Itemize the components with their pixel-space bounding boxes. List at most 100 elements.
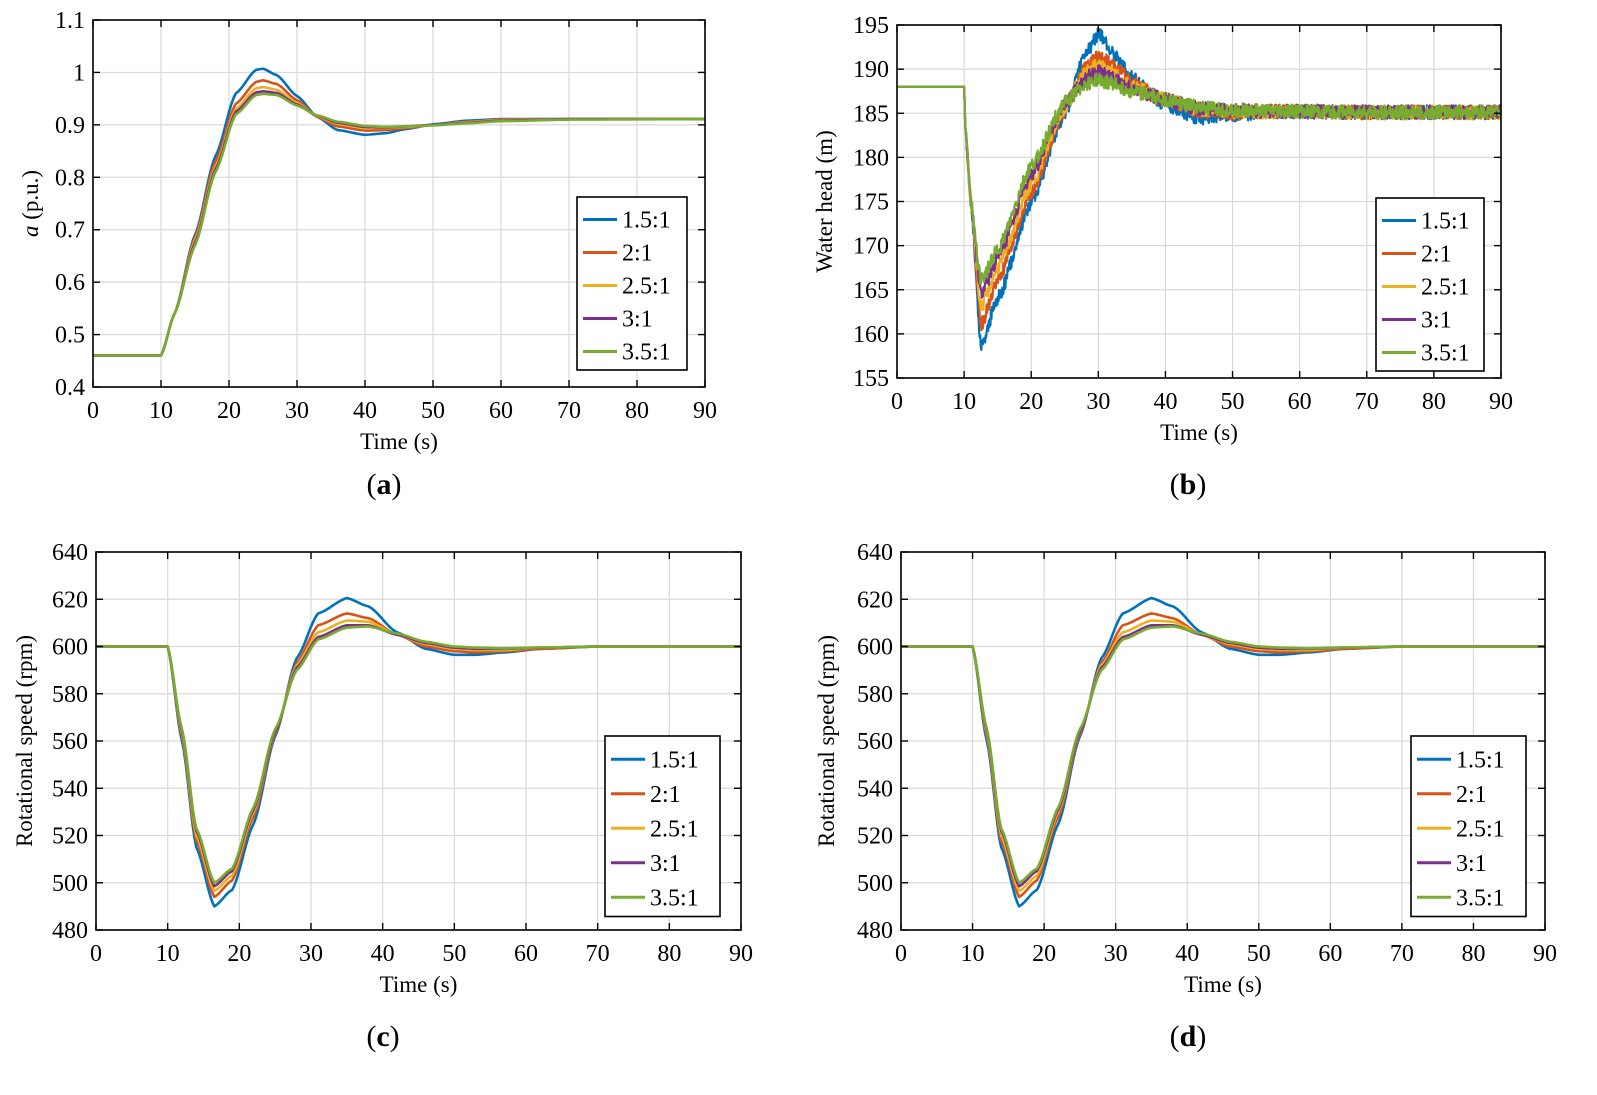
caption-a: (a) [366, 468, 402, 501]
axes-box [92, 19, 706, 388]
legend-label: 2:1 [650, 782, 681, 808]
x-tick-label: 0 [895, 941, 907, 967]
x-tick-label: 10 [952, 389, 976, 415]
x-tick-label: 0 [891, 389, 903, 415]
caption-b: (b) [1169, 468, 1207, 501]
x-tick-label: 70 [557, 398, 581, 424]
chart-panel-a: 0 10 20 30 40 50 60 70 80 90 0.4 0.5 0.6 0.7 0.8 0.9 1 1.… [0, 0, 780, 501]
legend: 1.5:1 2:1 2.5:1 3:1 3.5:1 [1410, 735, 1527, 918]
y-tick-label: 180 [853, 145, 889, 171]
chart-panel-d: 0 10 20 30 40 50 60 70 80 90 480 500 520 540 560 580 600… [800, 530, 1597, 1095]
y-tick-label: 600 [857, 635, 893, 661]
legend-label: 1.5:1 [1456, 747, 1505, 773]
x-tick-label: 40 [353, 398, 377, 424]
y-tick-label: 1.1 [55, 8, 85, 34]
series-group [96, 596, 741, 908]
x-tick-label: 70 [586, 941, 610, 967]
y-tick-label: 195 [853, 13, 889, 39]
series-line-3-5-1 [897, 72, 1501, 285]
x-tick-label: 20 [227, 941, 251, 967]
x-tick-label: 80 [657, 941, 681, 967]
y-axis-label: Water head (m) [812, 130, 837, 272]
x-tick-label: 40 [371, 941, 395, 967]
chart-c-svg: 0 10 20 30 40 50 60 70 80 90 480 500 520 540 560 580 600… [12, 540, 753, 997]
legend-label: 3.5:1 [622, 340, 671, 366]
series-line-3-5-1 [901, 625, 1545, 885]
x-tick-label: 60 [1288, 389, 1312, 415]
legend-label: 1.5:1 [622, 208, 671, 234]
x-tick-label: 60 [514, 941, 538, 967]
y-tick-label: 540 [52, 776, 88, 802]
x-axis-label: Time (s) [360, 429, 438, 454]
y-tick-label: 0.6 [55, 270, 85, 296]
chart-a-svg: 0 10 20 30 40 50 60 70 80 90 0.4 0.5 0.6 0.7 0.8 0.9 1 1.… [18, 8, 717, 454]
y-tick-label: 0.7 [55, 218, 85, 244]
x-tick-label: 30 [285, 398, 309, 424]
y-tick-label: 185 [853, 101, 889, 127]
x-tick-label: 20 [1019, 389, 1043, 415]
legend-box [1375, 197, 1485, 372]
y-tick-label: 500 [52, 871, 88, 897]
x-tick-label: 40 [1175, 941, 1199, 967]
y-tick-label: 560 [857, 729, 893, 755]
legend: 1.5:1 2:1 2.5:1 3:1 3.5:1 [576, 196, 688, 371]
x-tick-label: 70 [1390, 941, 1414, 967]
legend-label: 3:1 [650, 851, 681, 877]
x-tick-label: 80 [625, 398, 649, 424]
x-tick-label: 80 [1422, 389, 1446, 415]
y-tick-label: 500 [857, 871, 893, 897]
x-tick-label: 20 [1032, 941, 1056, 967]
legend-label: 3:1 [1456, 851, 1487, 877]
y-axis-label: Rotational speed (rpm) [12, 635, 37, 847]
x-tick-label: 10 [149, 398, 173, 424]
legend-label: 2:1 [622, 241, 653, 267]
legend-label: 2:1 [1421, 242, 1452, 268]
y-tick-label: 480 [52, 918, 88, 944]
y-tick-label: 560 [52, 729, 88, 755]
y-tick-label: 0.4 [55, 375, 85, 401]
x-tick-label: 20 [217, 398, 241, 424]
y-tick-label: 160 [853, 322, 889, 348]
caption-d: (d) [1169, 1020, 1207, 1053]
x-axis-label: Time (s) [1184, 972, 1262, 997]
series-line-3-5-1 [96, 625, 741, 885]
y-tick-label: 580 [857, 682, 893, 708]
y-tick-label: 155 [853, 366, 889, 392]
y-tick-label: 520 [857, 824, 893, 850]
legend-label: 3:1 [622, 307, 653, 333]
y-tick-label: 520 [52, 824, 88, 850]
y-tick-label: 620 [857, 587, 893, 613]
y-tick-label: 175 [853, 190, 889, 216]
chart-panel-c: 0 10 20 30 40 50 60 70 80 90 480 500 520 540 560 580 600… [0, 530, 790, 1095]
legend-label: 2:1 [1456, 782, 1487, 808]
legend-label: 3.5:1 [650, 885, 699, 911]
legend-label: 2.5:1 [650, 816, 699, 842]
x-tick-label: 50 [442, 941, 466, 967]
y-tick-label: 1 [73, 60, 85, 86]
legend-label: 2.5:1 [1421, 275, 1470, 301]
y-tick-label: 620 [52, 587, 88, 613]
x-tick-label: 10 [961, 941, 985, 967]
y-tick-label: 580 [52, 682, 88, 708]
x-tick-label: 60 [1318, 941, 1342, 967]
legend-label: 3:1 [1421, 308, 1452, 334]
legend-box [1410, 735, 1527, 918]
y-tick-label: 0.5 [55, 323, 85, 349]
series-group [897, 27, 1501, 351]
series-group [901, 596, 1545, 908]
x-tick-label: 50 [421, 398, 445, 424]
x-tick-label: 10 [156, 941, 180, 967]
legend: 1.5:1 2:1 2.5:1 3:1 3.5:1 [604, 735, 721, 918]
legend-label: 3.5:1 [1456, 885, 1505, 911]
x-tick-label: 0 [87, 398, 99, 424]
y-tick-label: 640 [857, 540, 893, 566]
legend-label: 2.5:1 [1456, 816, 1505, 842]
x-tick-label: 40 [1153, 389, 1177, 415]
x-tick-label: 90 [1533, 941, 1557, 967]
y-tick-label: 0.8 [55, 165, 85, 191]
x-tick-label: 30 [1104, 941, 1128, 967]
chart-panel-b: 0 10 20 30 40 50 60 70 80 90 155 160 165 170 175 180 185… [800, 0, 1597, 501]
x-tick-label: 60 [489, 398, 513, 424]
x-tick-label: 50 [1221, 389, 1245, 415]
x-tick-label: 90 [693, 398, 717, 424]
